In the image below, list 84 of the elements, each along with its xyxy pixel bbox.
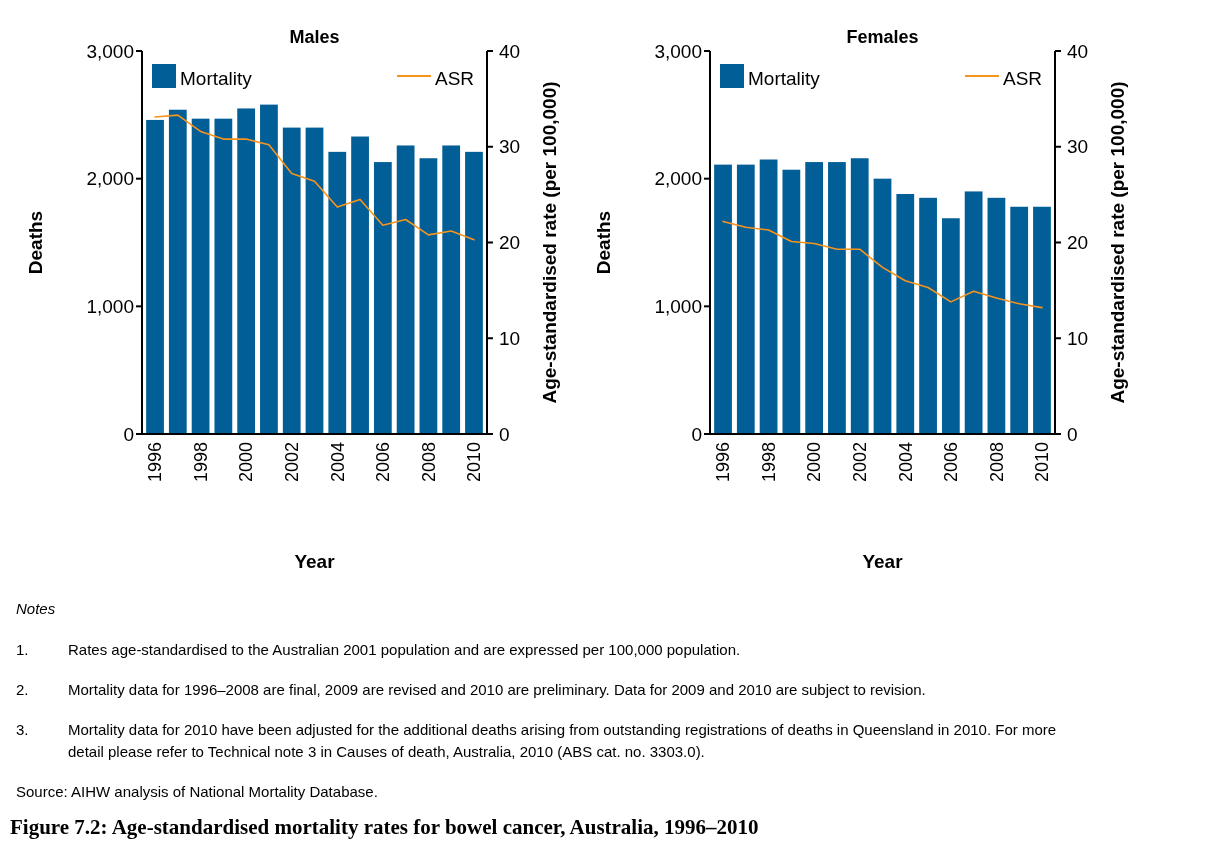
x-axis-title: Year — [862, 551, 904, 572]
caption: Figure 7.2: Age-standardised mortality rates for bowel cancer, Australia, 1996–2010 — [10, 815, 759, 839]
y2-tick-label: 30 — [1067, 136, 1089, 158]
x-tick-label: 2004 — [327, 442, 348, 483]
y2-tick-label: 20 — [499, 232, 521, 254]
x-tick-label: 1998 — [758, 442, 779, 483]
x-tick-label: 2006 — [373, 442, 394, 483]
y2-tick-label: 0 — [1067, 423, 1078, 445]
text: Notes — [16, 600, 56, 617]
bar — [214, 118, 233, 434]
x-tick-label: 1996 — [713, 442, 734, 483]
y-tick-label: 0 — [123, 423, 134, 445]
y2-tick-label: 30 — [499, 136, 521, 158]
bar — [941, 218, 960, 434]
bar — [896, 193, 915, 434]
bar — [168, 109, 187, 434]
bar — [919, 197, 937, 434]
y-tick-label: 1,000 — [86, 295, 134, 317]
y-tick-label: 3,000 — [654, 40, 702, 62]
bar — [850, 158, 869, 434]
bar — [282, 127, 301, 434]
bar — [396, 145, 415, 434]
legend-label: ASR — [435, 67, 475, 89]
bar — [782, 169, 801, 434]
text: 2. Mortality data for 1996–2008 are final, 2009 are revised and 2010 are preliminary. Data for 2009 and 2010 are subject to revision. — [16, 681, 926, 698]
y-tick-label: 2,000 — [86, 168, 134, 190]
y2-tick-label: 0 — [499, 423, 510, 445]
line-series — [154, 114, 475, 241]
y2-tick-label: 10 — [1067, 327, 1089, 349]
bar — [828, 162, 846, 434]
x-tick-label: 2002 — [850, 442, 871, 483]
bar — [987, 197, 1006, 434]
y2-tick-label: 40 — [1067, 40, 1089, 62]
y-tick-label: 2,000 — [654, 168, 702, 190]
bar — [759, 159, 778, 434]
x-axis-title: Year — [294, 551, 336, 572]
y2-axis-title: Age-standardised rate (per 100,000) — [1106, 81, 1128, 404]
bar — [305, 127, 324, 434]
x-tick-label: 2008 — [418, 442, 439, 483]
bar — [328, 151, 347, 434]
x-tick-label: 1998 — [190, 442, 211, 483]
x-tick-label: 2002 — [282, 442, 303, 483]
bar — [373, 162, 392, 434]
text: 3. Mortality data for 2010 have been adjusted for the additional deaths arising from outstanding registrations of deaths in Queensland in 2010. For more detail please refer to Technical note 3 in Causes of death, Australia, 2010 (ABS cat. no. 3303.0). — [16, 721, 1057, 760]
bar — [714, 164, 732, 434]
bar — [736, 164, 755, 434]
y2-tick-label: 40 — [499, 40, 521, 62]
y2-axis-title: Age-standardised rate (per 100,000) — [538, 81, 560, 404]
legend-label: ASR — [1003, 67, 1043, 89]
x-tick-label: 2006 — [941, 442, 962, 483]
bar — [146, 119, 164, 434]
y2-tick-label: 10 — [499, 327, 521, 349]
x-tick-label: 2000 — [236, 442, 257, 483]
bar — [805, 162, 824, 434]
bar — [442, 145, 461, 434]
y-tick-label: 1,000 — [654, 295, 702, 317]
bar — [191, 118, 210, 434]
bar — [419, 158, 438, 434]
bar — [465, 151, 483, 434]
bar — [351, 136, 369, 434]
bar — [873, 178, 892, 434]
source-note: Source: AIHW analysis of National Mortality Database. — [16, 783, 378, 800]
x-tick-label: 2000 — [804, 442, 825, 483]
bar — [237, 108, 256, 434]
y2-tick-label: 20 — [1067, 232, 1089, 254]
x-tick-label: 2008 — [986, 442, 1007, 483]
bar — [260, 104, 278, 434]
x-tick-label: 1996 — [145, 442, 166, 483]
x-tick-label: 2010 — [464, 442, 485, 483]
chart-title: Females — [846, 27, 919, 47]
bar — [1010, 206, 1029, 434]
x-tick-label: 2010 — [1032, 442, 1053, 483]
legend-label: Mortality — [180, 67, 253, 89]
bar — [1033, 206, 1051, 434]
legend-label: Mortality — [748, 67, 821, 89]
y-axis-title: Deaths — [25, 210, 46, 275]
chart-title: Males — [289, 27, 340, 47]
text: 1. Rates age-standardised to the Australian 2001 population and are expressed per 100,000 population. — [16, 641, 741, 658]
y-tick-label: 3,000 — [86, 40, 134, 62]
x-tick-label: 2004 — [895, 442, 916, 483]
y-axis-title: Deaths — [593, 210, 614, 275]
bar — [964, 191, 983, 434]
line-series — [722, 220, 1043, 309]
y-tick-label: 0 — [691, 423, 702, 445]
